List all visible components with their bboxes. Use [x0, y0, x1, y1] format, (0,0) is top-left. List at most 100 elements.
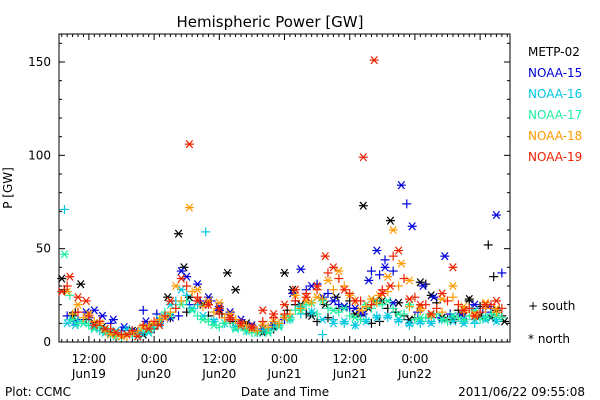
data-point-south	[426, 311, 436, 321]
data-point-north	[383, 311, 393, 321]
x-tick-date: Jun20	[136, 367, 171, 381]
data-point-north	[415, 300, 425, 309]
x-tick-label: 0:00	[271, 352, 298, 366]
data-point-north	[187, 306, 197, 315]
data-point-north	[57, 287, 67, 296]
data-point-north	[320, 251, 330, 261]
legend-north: * north	[528, 332, 570, 346]
data-point-north	[350, 304, 360, 313]
data-point-north	[407, 222, 417, 231]
data-point-south	[258, 316, 268, 326]
data-point-north	[404, 319, 414, 328]
data-point-north	[388, 225, 398, 235]
data-point-south	[366, 266, 376, 276]
data-point-south	[394, 316, 404, 326]
x-tick-label: 0:00	[401, 352, 428, 366]
data-point-south	[483, 240, 493, 250]
x-axis: 12:00Jun190:00Jun2012:00Jun200:00Jun2112…	[61, 34, 508, 381]
data-point-north	[459, 315, 469, 324]
data-point-north	[459, 306, 469, 315]
data-point-south	[459, 307, 469, 317]
data-point-north	[73, 300, 83, 309]
data-point-north	[364, 276, 374, 285]
data-point-south	[421, 279, 431, 289]
data-point-north	[280, 268, 289, 278]
data-point-north	[312, 281, 322, 291]
data-points	[57, 55, 510, 341]
data-point-north	[437, 315, 447, 324]
data-point-north	[383, 272, 393, 281]
data-point-north	[328, 296, 338, 306]
data-point-north	[394, 309, 404, 319]
data-point-north	[328, 263, 338, 272]
legend-item-noaa-15: NOAA-15	[528, 66, 582, 80]
data-point-south	[366, 318, 376, 328]
legend-item-noaa-17: NOAA-17	[528, 108, 582, 122]
data-point-south	[388, 303, 398, 313]
data-point-south	[383, 313, 393, 323]
data-point-north	[133, 332, 143, 341]
legend-item-noaa-19: NOAA-19	[528, 150, 582, 164]
data-point-south	[404, 320, 414, 330]
y-tick-label: 100	[28, 148, 51, 162]
x-tick-label: 12:00	[332, 352, 367, 366]
data-point-north	[174, 229, 184, 238]
data-point-north	[369, 55, 379, 65]
data-point-north	[65, 272, 75, 281]
data-point-south	[318, 294, 328, 304]
data-point-south	[73, 307, 83, 317]
data-point-north	[361, 317, 371, 326]
data-point-south	[394, 281, 404, 291]
data-point-south	[263, 322, 273, 332]
data-point-north	[236, 319, 246, 328]
data-point-north	[89, 306, 99, 315]
data-point-north	[396, 259, 406, 268]
data-point-south	[323, 268, 333, 278]
data-point-south	[307, 298, 317, 308]
data-point-south	[464, 303, 474, 313]
data-point-south	[323, 313, 333, 323]
series-noaa-18	[62, 203, 501, 341]
data-point-north	[380, 263, 390, 272]
data-point-north	[388, 298, 398, 307]
data-point-north	[193, 285, 203, 294]
data-point-north	[100, 324, 110, 334]
data-point-north	[339, 302, 349, 311]
data-point-south	[372, 311, 382, 321]
data-point-south	[415, 305, 425, 315]
data-point-north	[366, 294, 376, 304]
data-point-south	[334, 274, 344, 284]
data-point-north	[328, 306, 338, 315]
data-point-north	[184, 203, 194, 212]
data-point-north	[57, 274, 67, 283]
data-point-north	[350, 313, 360, 322]
x-axis-label: Date and Time	[241, 385, 329, 399]
data-point-south	[399, 274, 409, 284]
data-point-north	[263, 328, 273, 337]
data-point-north	[377, 289, 387, 298]
data-point-north	[481, 300, 491, 309]
x-tick-label: 12:00	[72, 352, 107, 366]
data-point-north	[339, 304, 349, 313]
plot-frame	[58, 33, 511, 343]
data-point-north	[247, 322, 257, 332]
data-point-south	[345, 311, 355, 321]
data-point-north	[470, 311, 480, 321]
data-point-north	[491, 296, 501, 306]
data-point-north	[193, 296, 203, 306]
data-point-north	[73, 293, 83, 302]
data-point-north	[182, 272, 192, 281]
data-point-south	[437, 307, 447, 317]
data-point-north	[418, 281, 428, 291]
data-point-south	[138, 305, 148, 315]
data-point-south	[296, 303, 306, 313]
data-point-north	[269, 309, 279, 319]
data-point-south	[432, 303, 442, 313]
data-point-north	[76, 279, 86, 289]
data-point-south	[160, 311, 170, 321]
data-point-north	[108, 315, 118, 324]
data-point-south	[328, 285, 338, 295]
x-tick-date: Jun22	[397, 367, 432, 381]
data-point-north	[176, 285, 186, 294]
data-point-south	[339, 318, 349, 328]
